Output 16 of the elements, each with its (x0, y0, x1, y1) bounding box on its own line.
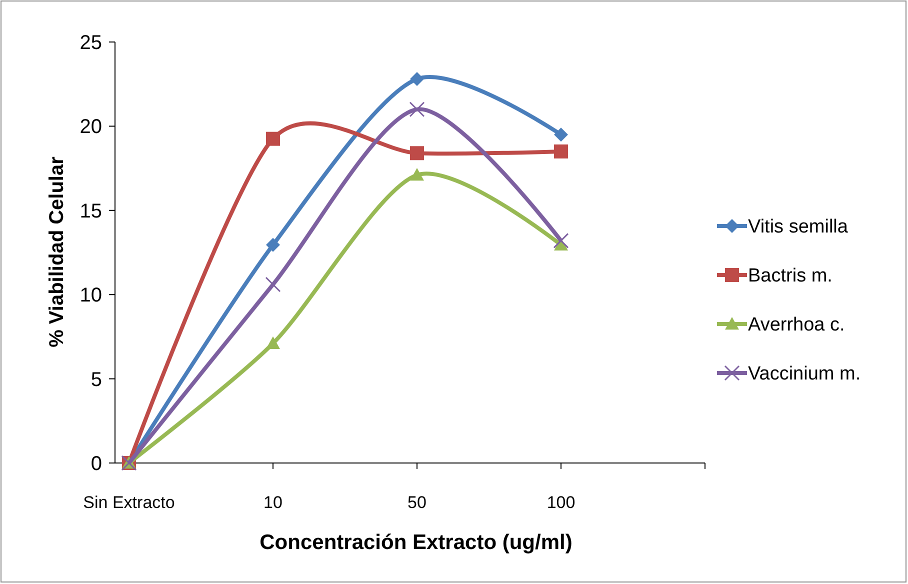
y-tick-label: 25 (80, 32, 102, 54)
legend-label: Averrhoa c. (748, 314, 845, 336)
x-tick-label: 50 (408, 493, 426, 512)
y-tick-label: 0 (90, 453, 102, 475)
x-tick-label: 10 (264, 493, 282, 512)
legend-label: Bactris m. (748, 266, 832, 287)
x-axis-title: Concentración Extracto (ug/ml) (260, 531, 572, 554)
y-tick-label: 20 (80, 116, 102, 138)
legend-label: Vaccinium m. (748, 364, 861, 385)
y-tick-label: 5 (90, 368, 102, 391)
x-tick-label: 100 (546, 493, 576, 512)
x-tick-label: Sin Extracto (83, 493, 175, 512)
y-axis-title: % Viabilidad Celular (46, 156, 68, 348)
legend-label: Vitis semilla (748, 216, 848, 238)
y-tick-label: 15 (80, 200, 102, 222)
y-tick-label: 10 (80, 284, 102, 307)
